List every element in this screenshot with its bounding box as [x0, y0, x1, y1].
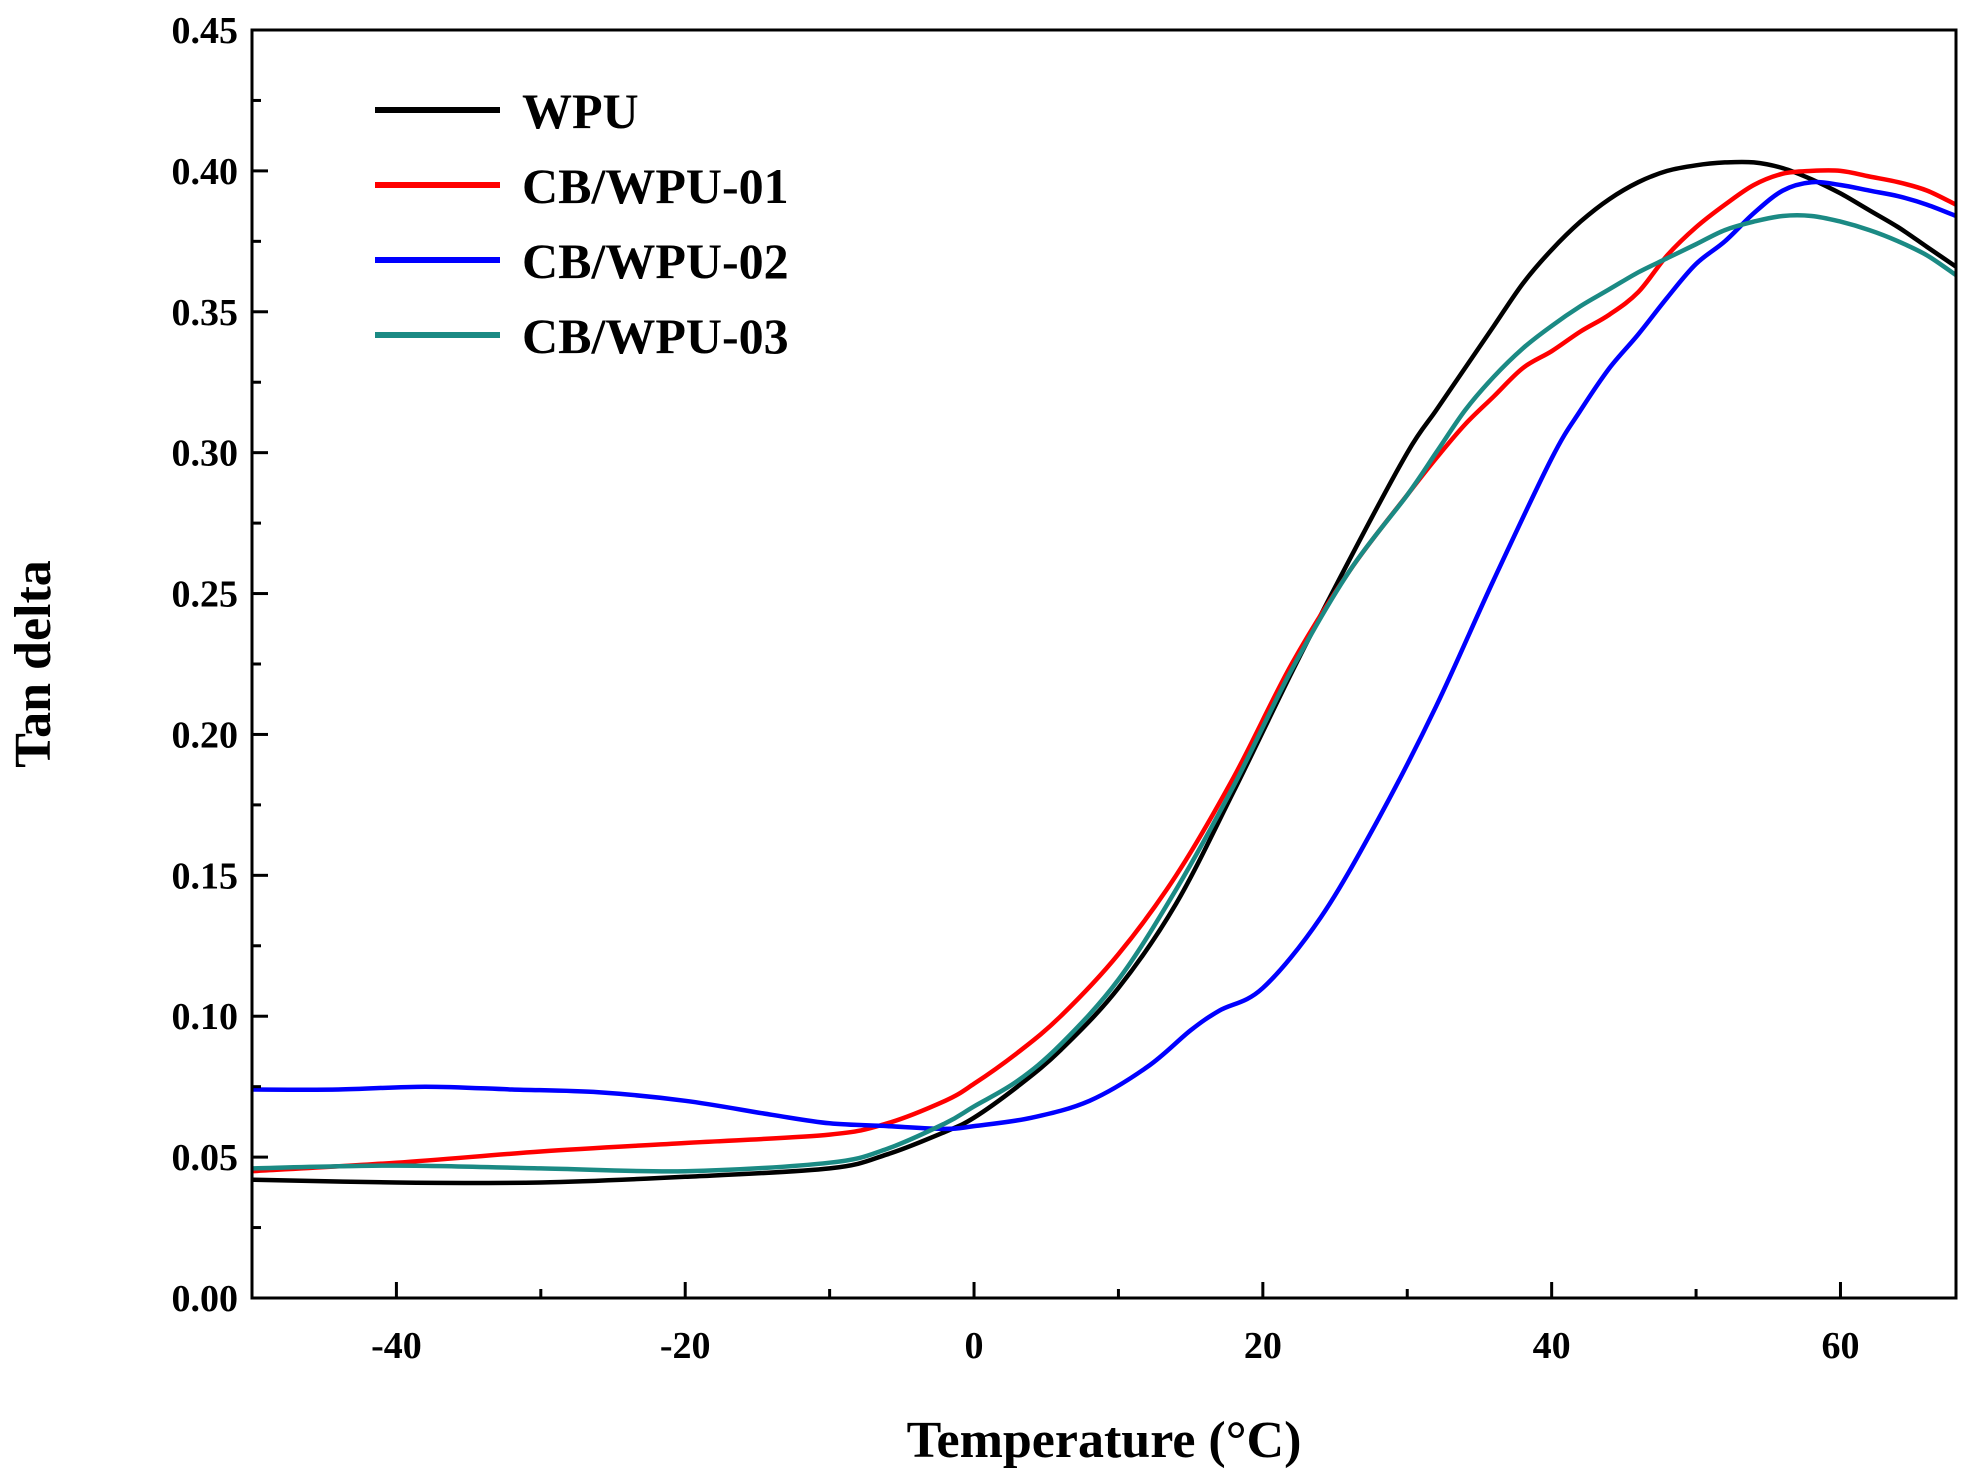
- series-layer: [252, 159, 1956, 1186]
- x-tick-label: 40: [1533, 1325, 1571, 1367]
- series-line-1: [252, 159, 1956, 1186]
- y-tick-label: 0.40: [172, 151, 239, 193]
- y-tick-label: 0.00: [172, 1278, 239, 1320]
- x-tick-label: -40: [371, 1325, 422, 1367]
- y-tick-label: 0.15: [172, 855, 239, 897]
- series-line-4: [252, 213, 1956, 1174]
- plot-area: [252, 30, 1956, 1298]
- x-tick-label: -20: [660, 1325, 711, 1367]
- y-tick-label: 0.30: [172, 433, 239, 475]
- x-axis: -40 -20 0 20 40 60: [371, 1282, 1859, 1367]
- legend: WPU CB/WPU-01 CB/WPU-02 CB/WPU-03: [375, 83, 789, 364]
- x-tick-label: 60: [1821, 1325, 1859, 1367]
- x-tick-label: 0: [965, 1325, 984, 1367]
- y-axis-title: Tan delta: [5, 560, 62, 768]
- y-tick-label: 0.25: [172, 574, 239, 616]
- y-tick-label: 0.20: [172, 714, 239, 756]
- y-tick-label: 0.05: [172, 1137, 239, 1179]
- x-axis-title: Temperature (°C): [907, 1412, 1302, 1469]
- legend-label-1: WPU: [522, 83, 639, 139]
- x-tick-label: 20: [1244, 1325, 1282, 1367]
- legend-label-3: CB/WPU-02: [522, 233, 789, 289]
- y-tick-label: 0.35: [172, 292, 239, 334]
- y-tick-label: 0.10: [172, 996, 239, 1038]
- legend-label-2: CB/WPU-01: [522, 158, 789, 214]
- y-axis: 0.00 0.05 0.10 0.15 0.20 0.25 0.30 0.35 0.40 0.45: [172, 10, 268, 1320]
- series-line-3: [252, 179, 1956, 1132]
- y-tick-label: 0.45: [172, 10, 239, 52]
- legend-label-4: CB/WPU-03: [522, 308, 789, 364]
